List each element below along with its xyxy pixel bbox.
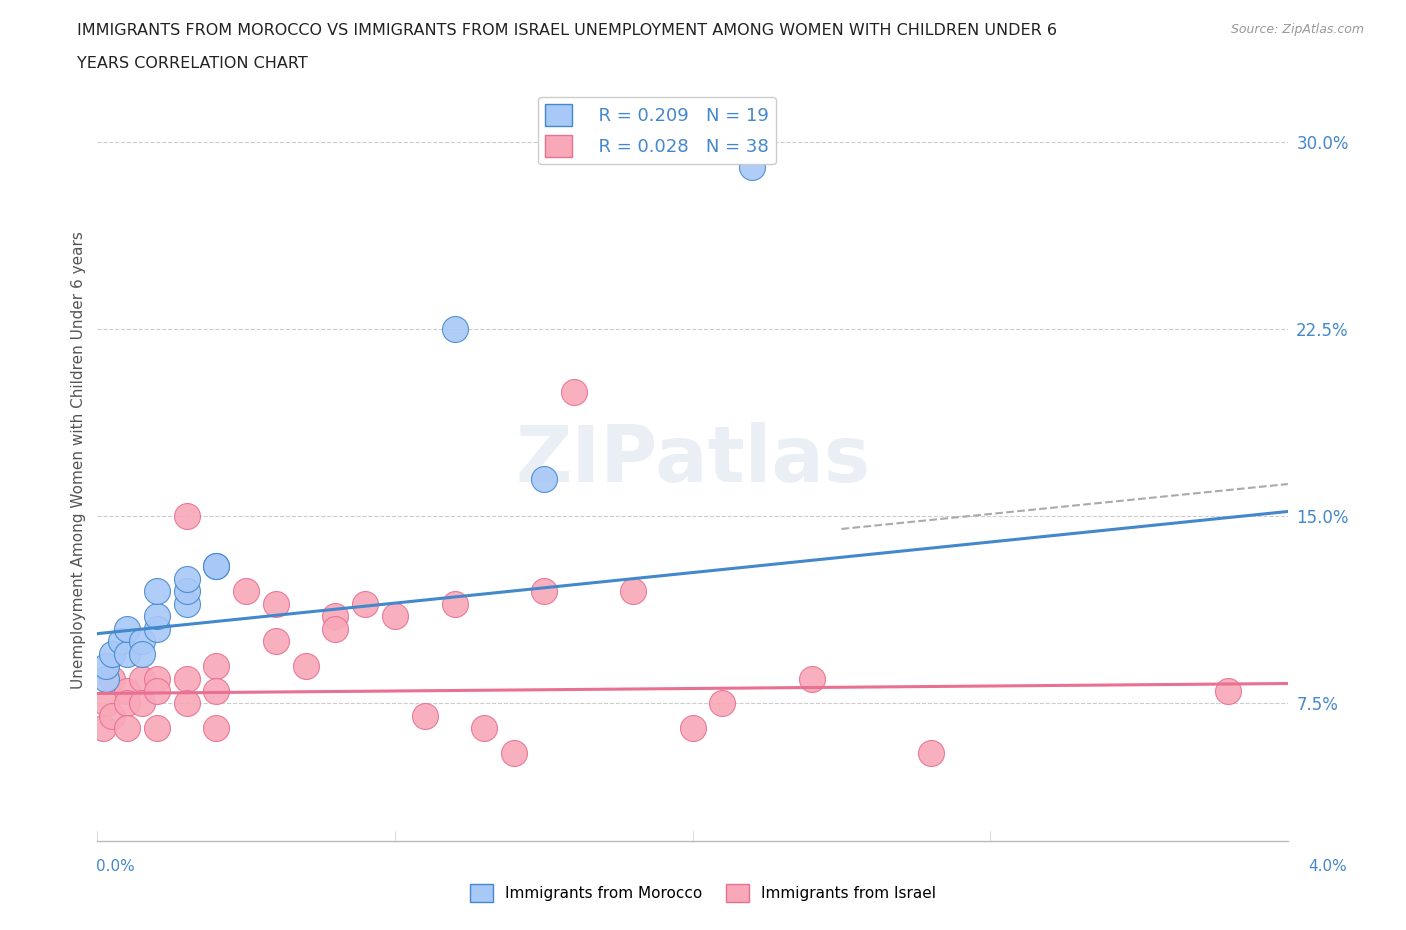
Point xyxy=(562,384,585,399)
Point xyxy=(1218,684,1240,698)
Point xyxy=(176,671,198,686)
Point xyxy=(91,721,114,736)
Legend:   R = 0.209   N = 19,   R = 0.028   N = 38: R = 0.209 N = 19, R = 0.028 N = 38 xyxy=(538,97,776,165)
Point xyxy=(131,646,153,661)
Point xyxy=(115,721,138,736)
Point xyxy=(131,696,153,711)
Point xyxy=(176,584,198,599)
Point xyxy=(325,621,347,636)
Point xyxy=(264,633,287,648)
Point xyxy=(294,658,316,673)
Point xyxy=(800,671,823,686)
Point xyxy=(443,596,465,611)
Point xyxy=(384,609,406,624)
Point xyxy=(176,571,198,586)
Point xyxy=(101,709,124,724)
Text: Source: ZipAtlas.com: Source: ZipAtlas.com xyxy=(1230,23,1364,36)
Point xyxy=(115,621,138,636)
Point xyxy=(682,721,704,736)
Point xyxy=(176,596,198,611)
Point xyxy=(920,746,942,761)
Text: 4.0%: 4.0% xyxy=(1308,859,1347,874)
Point xyxy=(205,721,228,736)
Point xyxy=(96,696,118,711)
Point xyxy=(205,658,228,673)
Point xyxy=(325,609,347,624)
Y-axis label: Unemployment Among Women with Children Under 6 years: Unemployment Among Women with Children U… xyxy=(72,232,86,689)
Point xyxy=(235,584,257,599)
Point xyxy=(621,584,644,599)
Point xyxy=(413,709,436,724)
Text: 0.0%: 0.0% xyxy=(96,859,135,874)
Point xyxy=(205,684,228,698)
Point xyxy=(96,658,118,673)
Point xyxy=(741,160,763,175)
Point xyxy=(146,621,169,636)
Point xyxy=(354,596,377,611)
Point xyxy=(176,696,198,711)
Point xyxy=(146,609,169,624)
Point xyxy=(146,684,169,698)
Point xyxy=(533,584,555,599)
Point xyxy=(115,696,138,711)
Point xyxy=(115,684,138,698)
Point xyxy=(131,633,153,648)
Point xyxy=(711,696,734,711)
Point xyxy=(115,646,138,661)
Text: YEARS CORRELATION CHART: YEARS CORRELATION CHART xyxy=(77,56,308,71)
Point xyxy=(101,646,124,661)
Point xyxy=(146,671,169,686)
Point xyxy=(205,559,228,574)
Point xyxy=(146,721,169,736)
Point xyxy=(264,596,287,611)
Point xyxy=(176,509,198,524)
Point xyxy=(503,746,526,761)
Legend: Immigrants from Morocco, Immigrants from Israel: Immigrants from Morocco, Immigrants from… xyxy=(464,878,942,909)
Point xyxy=(443,322,465,337)
Point xyxy=(205,559,228,574)
Point xyxy=(472,721,495,736)
Point xyxy=(533,472,555,486)
Text: ZIPatlas: ZIPatlas xyxy=(515,422,870,498)
Point xyxy=(110,633,132,648)
Point xyxy=(96,671,118,686)
Text: IMMIGRANTS FROM MOROCCO VS IMMIGRANTS FROM ISRAEL UNEMPLOYMENT AMONG WOMEN WITH : IMMIGRANTS FROM MOROCCO VS IMMIGRANTS FR… xyxy=(77,23,1057,38)
Point xyxy=(101,671,124,686)
Point xyxy=(146,584,169,599)
Point xyxy=(131,671,153,686)
